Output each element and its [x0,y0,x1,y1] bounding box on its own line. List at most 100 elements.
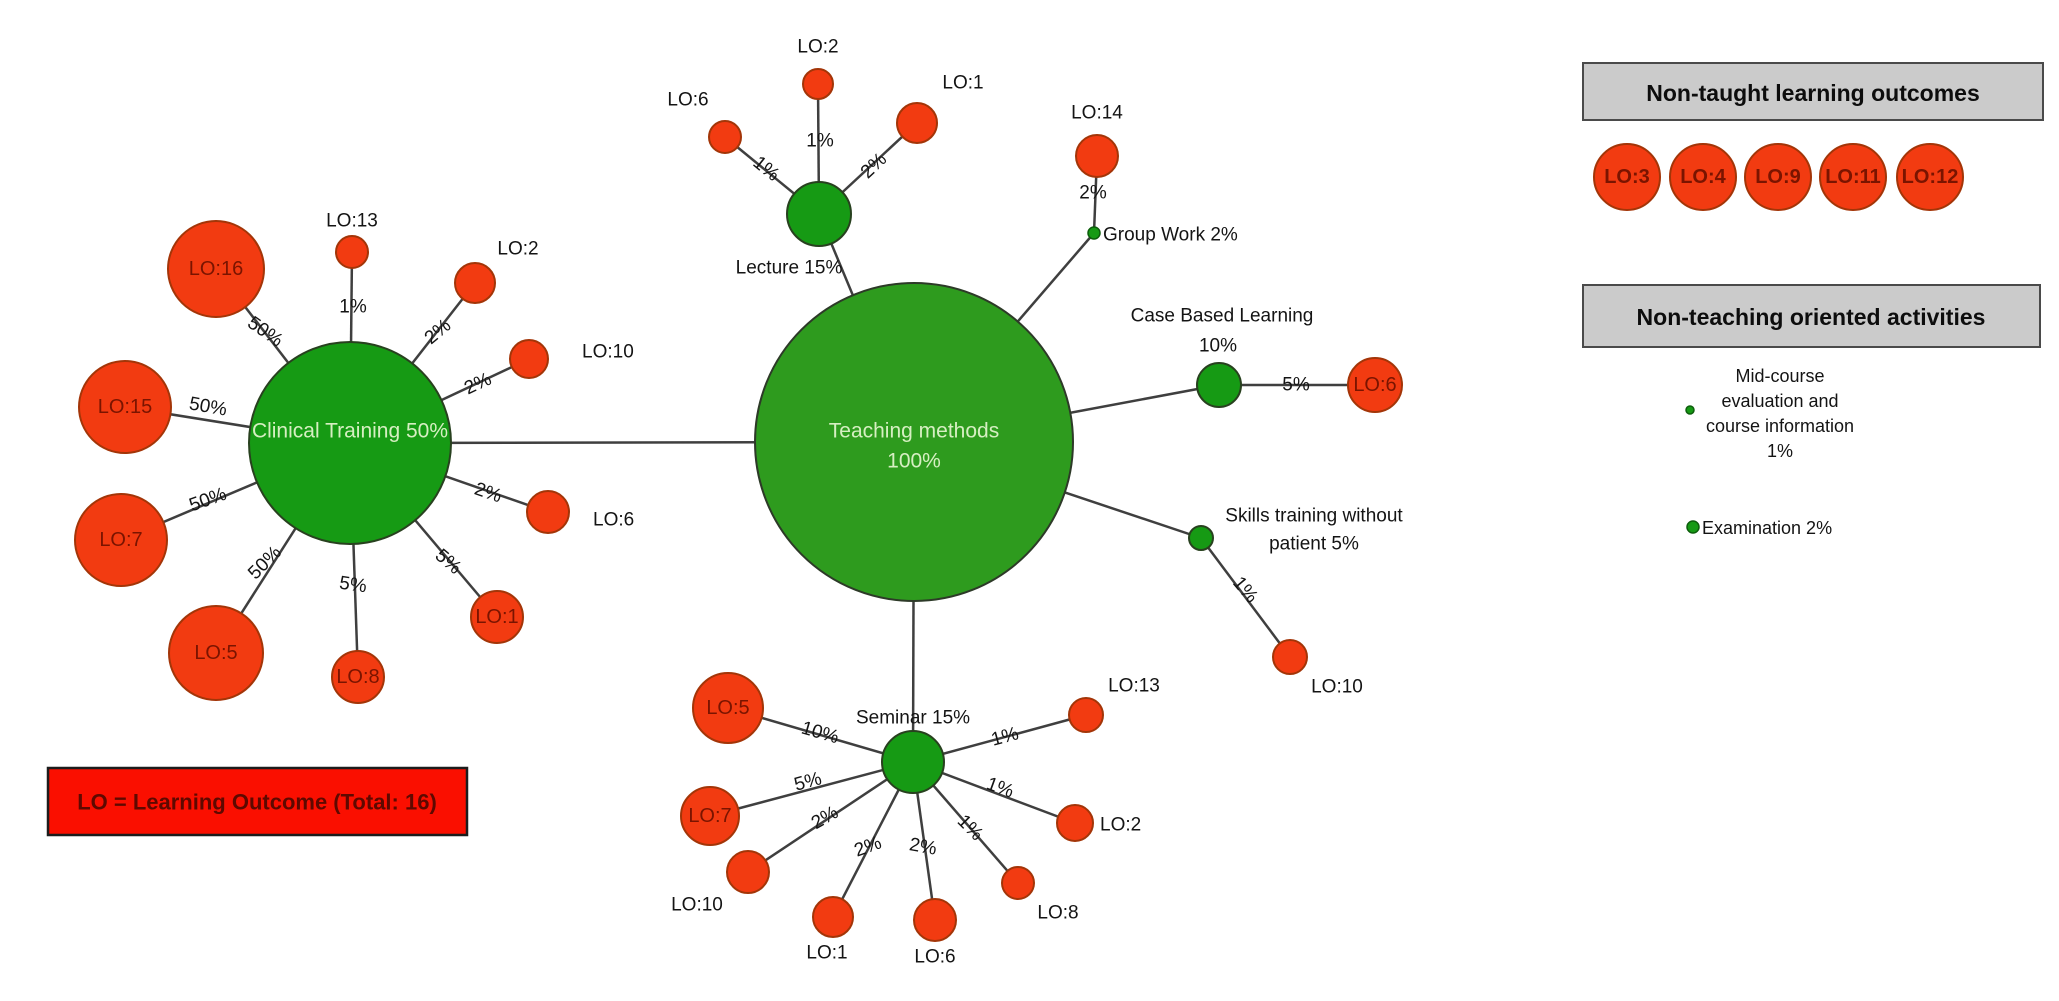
nontaught-lo11-label: LO:11 [1825,166,1881,188]
pct-groupwork-lo14: 2% [1079,183,1107,204]
clinical-lo10-label: LO:10 [582,342,634,363]
node-nontaught-lo11 [1819,143,1887,211]
clinical-lo5-label: LO:5 [194,642,237,664]
group-work-label: Group Work 2% [1103,225,1238,246]
legend-red-box [46,766,469,837]
non-taught-header-box [1582,62,2044,121]
skills-label-line1: Skills training without [1225,506,1403,527]
edge-seminar-lo10 [747,760,914,874]
nontaught-lo4-label: LO:4 [1680,166,1726,188]
node-nontaught-lo9 [1744,143,1812,211]
node-seminar-lo2 [1056,804,1094,842]
node-seminar-lo10 [726,850,770,894]
seminar-lo6-label: LO:6 [914,947,955,968]
node-teaching-methods [754,282,1074,602]
clinical-lo16-label: LO:16 [189,258,243,280]
pct-clinical-lo13: 1% [339,297,367,318]
node-seminar-lo8 [1001,866,1035,900]
node-group-work [1087,226,1101,240]
node-nontaught-lo3 [1593,143,1661,211]
node-clinical-lo10 [509,339,549,379]
node-seminar-lo13 [1068,697,1104,733]
node-skills-lo10 [1272,639,1308,675]
node-nontaught-lo12 [1896,143,1964,211]
seminar-lo8-label: LO:8 [1037,903,1078,924]
teaching-methods-label-line1: Teaching methods [829,420,999,443]
case-based-label-line2: 10% [1199,336,1237,357]
seminar-lo10-label: LO:10 [671,895,723,916]
non-teaching-title: Non-teaching oriented activities [1637,304,1986,330]
node-lecture-lo1 [896,102,938,144]
node-casebased-lo6 [1347,357,1403,413]
clinical-lo1-label: LO:1 [475,606,518,628]
mid-course-line4: 1% [1767,441,1793,461]
pct-seminar-lo13: 1% [989,723,1021,750]
non-teaching-header-box [1582,284,2041,348]
nodes: Teaching methods 100% Clinical Training … [74,37,1403,968]
lecture-lo2-label: LO:2 [797,37,838,58]
node-seminar-lo5 [692,672,764,744]
pct-casebased-lo6: 5% [1282,375,1310,396]
node-lecture [786,181,852,247]
lecture-lo6-label: LO:6 [667,90,708,111]
nontaught-lo9-label: LO:9 [1755,166,1801,188]
panel-non-taught: Non-taught learning outcomes LO:3 LO:4 L… [1582,62,2044,211]
clinical-lo13-label: LO:13 [326,211,378,232]
teaching-methods-label-line2: 100% [887,450,941,473]
pct-clinical-lo16: 50% [243,312,286,351]
pct-clinical-lo15: 50% [187,393,228,420]
lecture-label: Lecture 15% [736,258,843,279]
examination-dot [1686,520,1700,534]
node-clinical-training [248,341,452,545]
node-seminar-lo1 [812,896,854,938]
pct-skills-lo10: 1% [1228,573,1262,608]
examination-label: Examination 2% [1702,518,1832,538]
groupwork-lo14-label: LO:14 [1071,103,1123,124]
mid-course-line2: evaluation and [1721,391,1838,411]
pct-seminar-lo1: 2% [852,832,885,861]
panel-non-teaching: Non-teaching oriented activities Mid-cou… [1582,284,2041,538]
clinical-lo6-label: LO:6 [593,510,634,531]
pct-seminar-lo7: 5% [792,768,824,795]
pct-lecture-lo1: 2% [857,149,891,183]
nontaught-lo12-label: LO:12 [1902,166,1959,188]
pct-clinical-lo7: 50% [187,484,230,517]
legend: LO = Learning Outcome (Total: 16) [46,766,469,837]
node-seminar-lo6 [913,898,957,942]
pct-clinical-lo8: 5% [338,573,368,598]
pct-seminar-lo6: 2% [908,834,939,859]
pct-clinical-lo6: 2% [472,479,505,508]
node-clinical-lo6 [526,490,570,534]
seminar-lo7-label: LO:7 [688,805,731,827]
pct-clinical-lo5: 50% [244,542,286,584]
clinical-lo15-label: LO:15 [98,396,152,418]
node-seminar [881,730,945,794]
node-groupwork-lo14 [1075,134,1119,178]
clinical-lo2-label: LO:2 [497,239,538,260]
seminar-label: Seminar 15% [856,708,970,729]
nontaught-lo3-label: LO:3 [1604,166,1650,188]
node-seminar-lo7 [680,786,740,846]
mid-course-dot [1685,405,1695,415]
non-taught-title: Non-taught learning outcomes [1646,80,1980,106]
node-clinical-lo2 [454,262,496,304]
node-nontaught-lo4 [1669,143,1737,211]
node-clinical-lo16 [167,220,265,318]
clinical-lo7-label: LO:7 [99,529,142,551]
seminar-lo1-label: LO:1 [806,943,847,964]
node-clinical-lo13 [335,235,369,269]
mid-course-line3: course information [1706,416,1854,436]
node-clinical-lo7 [74,493,168,587]
node-lecture-lo6 [708,120,742,154]
node-clinical-lo15 [78,360,172,454]
lecture-lo1-label: LO:1 [942,73,983,94]
node-clinical-lo8 [331,650,385,704]
legend-label: LO = Learning Outcome (Total: 16) [77,790,437,815]
pct-lecture-lo2: 1% [806,131,834,152]
skills-lo10-label: LO:10 [1311,677,1363,698]
edge-seminar-lo7 [709,760,914,818]
node-clinical-lo5 [168,605,264,701]
mid-course-line1: Mid-course [1735,366,1824,386]
